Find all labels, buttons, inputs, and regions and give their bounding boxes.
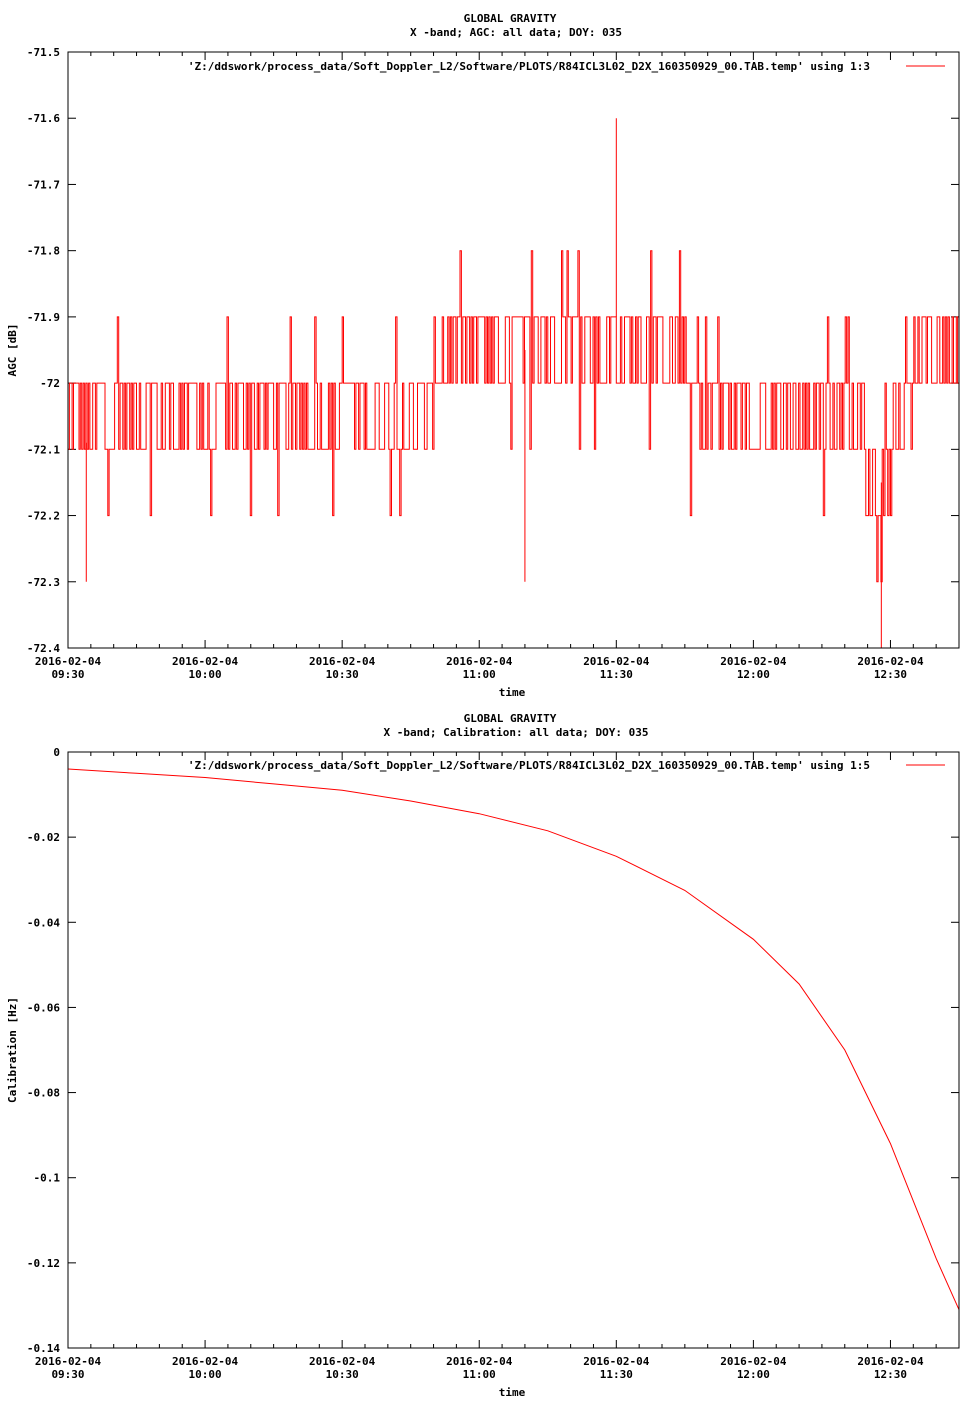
- calibration-x-tick-date: 2016-02-04: [309, 1355, 376, 1368]
- agc-chart: GLOBAL GRAVITY X -band; AGC: all data; D…: [6, 12, 960, 699]
- calibration-series-line: [67, 768, 960, 1310]
- calibration-x-ticks: 2016-02-0409:302016-02-0410:002016-02-04…: [35, 752, 960, 1381]
- agc-chart-subtitle: X -band; AGC: all data; DOY: 035: [410, 26, 622, 39]
- calibration-x-tick-time: 10:00: [189, 1368, 222, 1381]
- agc-y-tick-label: -72.1: [27, 443, 60, 456]
- agc-y-axis-label: AGC [dB]: [6, 324, 19, 377]
- agc-x-tick-time: 11:30: [600, 668, 633, 681]
- calibration-y-tick-label: -0.12: [27, 1257, 60, 1270]
- calibration-x-tick-time: 12:00: [737, 1368, 770, 1381]
- calibration-x-tick-time: 11:00: [463, 1368, 496, 1381]
- agc-x-tick-date: 2016-02-04: [309, 655, 376, 668]
- calibration-x-tick-date: 2016-02-04: [446, 1355, 513, 1368]
- calibration-chart-title: GLOBAL GRAVITY: [464, 712, 557, 725]
- calibration-y-tick-label: -0.02: [27, 831, 60, 844]
- agc-series-line: [68, 250, 959, 583]
- agc-y-tick-label: -71.8: [27, 245, 60, 258]
- agc-x-tick-time: 12:30: [874, 668, 907, 681]
- calibration-series: [67, 768, 960, 1310]
- agc-y-tick-label: -71.6: [27, 112, 60, 125]
- agc-x-tick-date: 2016-02-04: [857, 655, 924, 668]
- calibration-x-tick-date: 2016-02-04: [720, 1355, 787, 1368]
- agc-chart-title: GLOBAL GRAVITY: [464, 12, 557, 25]
- calibration-y-tick-label: -0.04: [27, 916, 60, 929]
- agc-y-tick-label: -72.3: [27, 576, 60, 589]
- calibration-legend-label: 'Z:/ddswork/process_data/Soft_Doppler_L2…: [188, 759, 870, 772]
- agc-legend-label: 'Z:/ddswork/process_data/Soft_Doppler_L2…: [188, 60, 870, 73]
- calibration-y-tick-label: 0: [53, 746, 60, 759]
- agc-y-tick-label: -71.5: [27, 46, 60, 59]
- calibration-x-tick-date: 2016-02-04: [857, 1355, 924, 1368]
- agc-y-ticks: -71.5 -71.6 -71.7 -71.8 -71.9 -72 -72.1 -72.2 -7…: [27, 46, 959, 655]
- agc-plot-frame: [67, 51, 960, 649]
- calibration-x-tick-date: 2016-02-04: [583, 1355, 650, 1368]
- agc-y-tick-label: -71.9: [27, 311, 60, 324]
- calibration-chart-subtitle: X -band; Calibration: all data; DOY: 035: [384, 726, 649, 739]
- calibration-x-tick-date: 2016-02-04: [172, 1355, 239, 1368]
- agc-x-tick-date: 2016-02-04: [720, 655, 787, 668]
- calibration-y-ticks: 0 -0.02 -0.04 -0.06 -0.08 -0.1 -0.12 -0.14: [27, 746, 959, 1355]
- calibration-plot-frame: [67, 751, 960, 1349]
- calibration-x-tick-time: 11:30: [600, 1368, 633, 1381]
- calibration-x-axis-label: time: [499, 1386, 526, 1399]
- agc-y-tick-label: -72.2: [27, 510, 60, 523]
- agc-x-tick-date: 2016-02-04: [446, 655, 513, 668]
- agc-x-tick-date: 2016-02-04: [172, 655, 239, 668]
- agc-x-tick-time: 09:30: [51, 668, 84, 681]
- agc-x-tick-time: 11:00: [463, 668, 496, 681]
- calibration-y-axis-label: Calibration [Hz]: [6, 997, 19, 1103]
- calibration-x-tick-time: 10:30: [326, 1368, 359, 1381]
- agc-y-tick-label: -72: [40, 377, 60, 390]
- calibration-chart: GLOBAL GRAVITY X -band; Calibration: all…: [6, 712, 960, 1399]
- agc-x-tick-time: 12:00: [737, 668, 770, 681]
- agc-y-tick-label: -71.7: [27, 178, 60, 191]
- agc-x-tick-time: 10:00: [189, 668, 222, 681]
- agc-series: [68, 118, 959, 648]
- calibration-y-tick-label: -0.06: [27, 1001, 60, 1014]
- agc-x-tick-time: 10:30: [326, 668, 359, 681]
- calibration-x-tick-time: 12:30: [874, 1368, 907, 1381]
- agc-x-axis-label: time: [499, 686, 526, 699]
- agc-x-tick-date: 2016-02-04: [583, 655, 650, 668]
- agc-y-tick-label: -72.4: [27, 642, 60, 655]
- calibration-y-tick-label: -0.08: [27, 1087, 60, 1100]
- calibration-y-tick-label: -0.14: [27, 1342, 60, 1355]
- calibration-x-tick-time: 09:30: [51, 1368, 84, 1381]
- calibration-y-tick-label: -0.1: [34, 1172, 61, 1185]
- calibration-x-tick-date: 2016-02-04: [35, 1355, 102, 1368]
- agc-x-ticks: 2016-02-0409:302016-02-0410:002016-02-04…: [35, 52, 960, 681]
- agc-x-tick-date: 2016-02-04: [35, 655, 102, 668]
